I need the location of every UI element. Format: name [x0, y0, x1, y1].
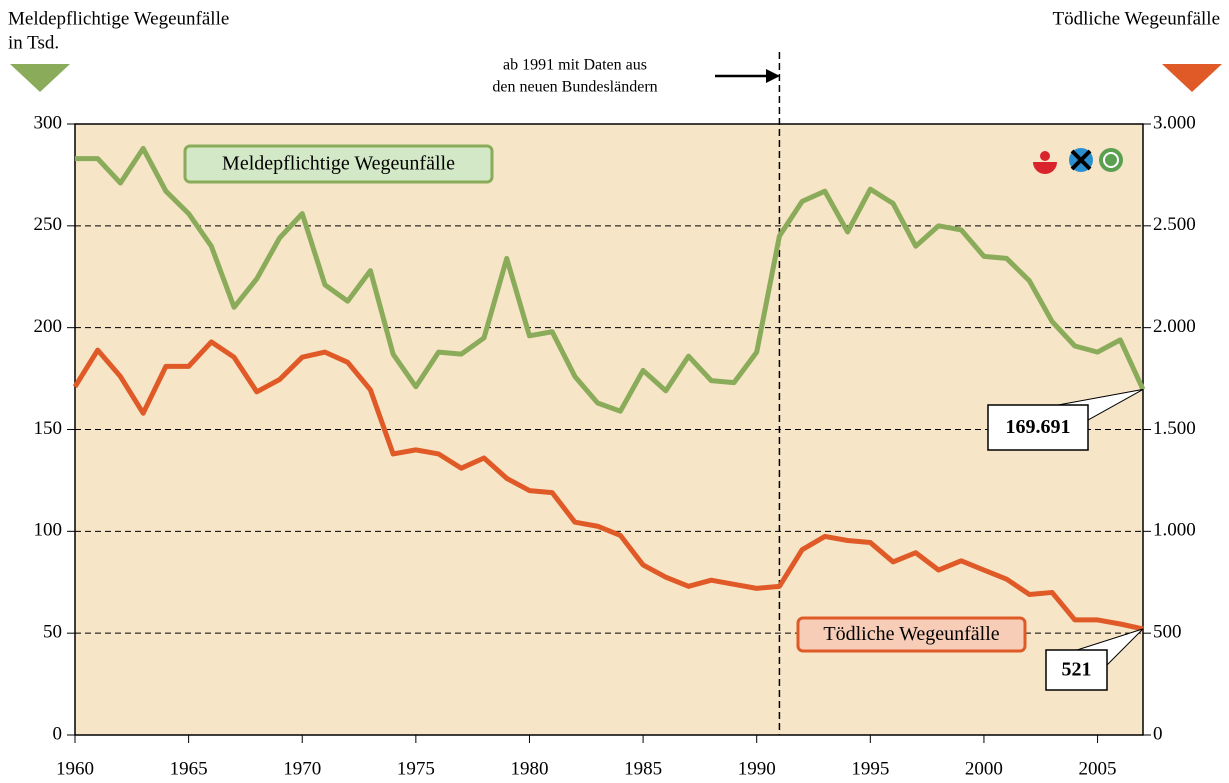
x-tick-label: 2005 — [1079, 758, 1117, 779]
x-tick-label: 1960 — [56, 758, 94, 779]
x-tick-label: 1985 — [624, 758, 662, 779]
y2-tick-label: 500 — [1153, 622, 1182, 643]
y2-tick-label: 0 — [1153, 723, 1163, 744]
y2-tick-label: 1.000 — [1153, 520, 1196, 541]
left-marker — [10, 64, 70, 92]
legend-label: Meldepflichtige Wegeunfälle — [222, 153, 455, 175]
callout-box — [1045, 649, 1108, 691]
y-label: in Tsd. — [8, 32, 59, 53]
x-tick-label: 1975 — [397, 758, 435, 779]
x-tick-label: 1965 — [170, 758, 208, 779]
y2-tick-label: 1.500 — [1153, 418, 1196, 439]
y-tick-label: 300 — [34, 112, 63, 133]
x-tick-label: 1990 — [738, 758, 776, 779]
y2-label: Tödliche Wegeunfälle — [1053, 8, 1220, 29]
x-tick-label: 1980 — [510, 758, 548, 779]
annotation-text: den neuen Bundesländern — [492, 79, 657, 96]
y2-tick-label: 2.500 — [1153, 214, 1196, 235]
callout-box — [987, 404, 1089, 451]
legend-box — [183, 144, 494, 184]
x-tick-label: 2000 — [965, 758, 1003, 779]
y-tick-label: 200 — [34, 316, 63, 337]
series-line — [72, 339, 1144, 632]
right-marker — [1162, 64, 1222, 92]
legend-box — [796, 616, 1027, 653]
y2-tick-label: 2.000 — [1153, 316, 1196, 337]
y-tick-label: 250 — [34, 214, 63, 235]
annotation-arrow-head — [766, 69, 780, 83]
series-line — [75, 145, 1146, 414]
y-tick-label: 150 — [34, 418, 63, 439]
y-tick-label: 50 — [43, 622, 62, 643]
logo — [1033, 148, 1123, 174]
annotation-text: ab 1991 mit Daten aus — [503, 57, 647, 74]
x-tick-label: 1995 — [851, 758, 889, 779]
y2-tick-label: 3.000 — [1153, 112, 1196, 133]
y-label: Meldepflichtige Wegeunfälle — [8, 8, 229, 29]
y-tick-label: 100 — [34, 520, 63, 541]
x-tick-label: 1970 — [283, 758, 321, 779]
y-tick-label: 0 — [53, 723, 63, 744]
value-label: 169.691 — [1006, 416, 1071, 438]
value-label: 521 — [1062, 659, 1092, 681]
legend-label: Tödliche Wegeunfälle — [823, 623, 999, 645]
plot-border — [74, 123, 1144, 736]
